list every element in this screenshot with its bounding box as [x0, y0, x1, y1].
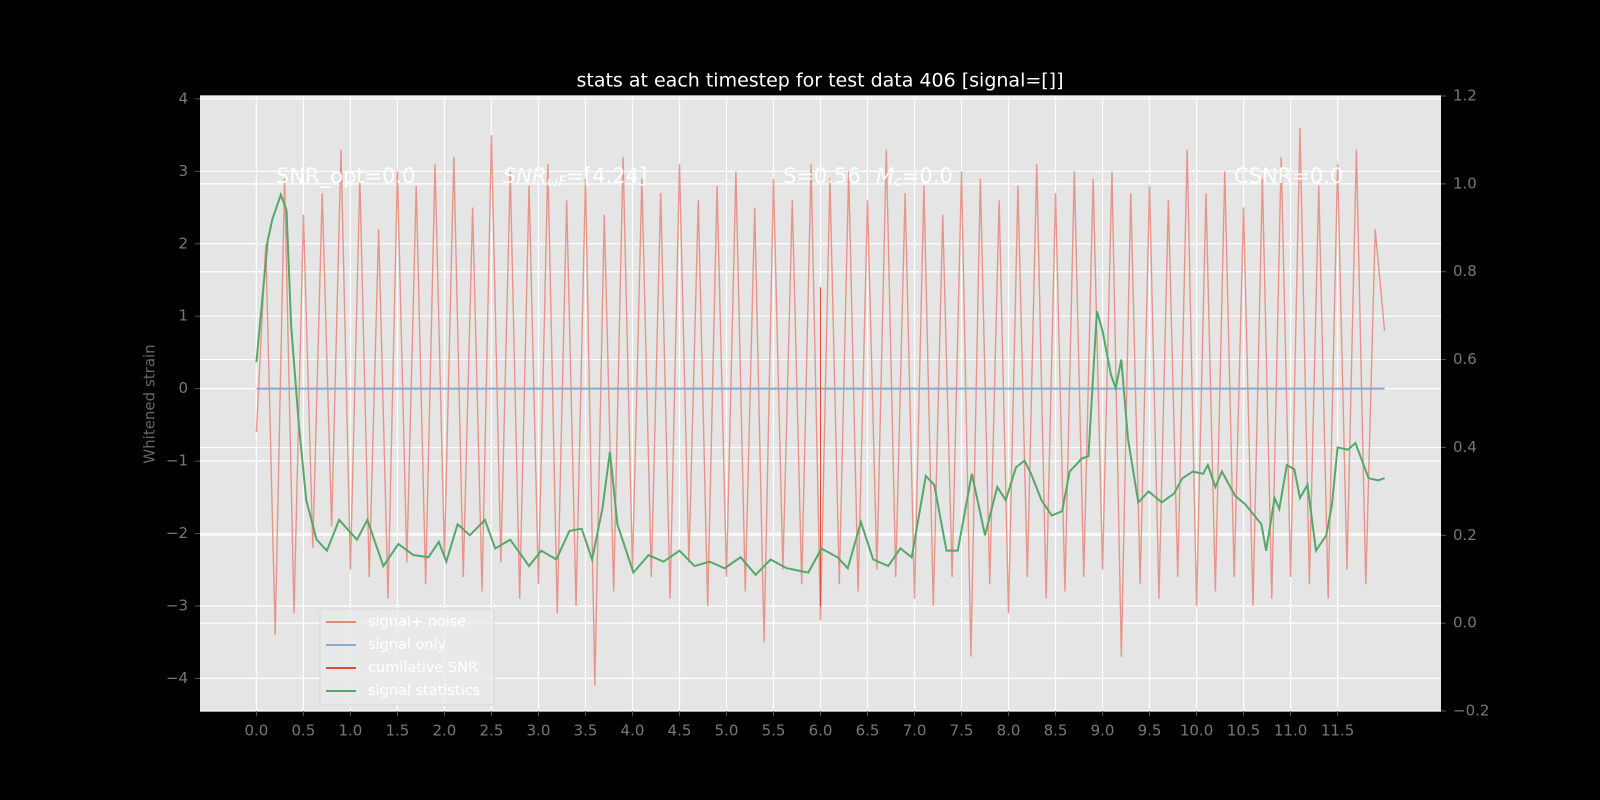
legend-label: signal only [368, 637, 447, 653]
x-tick-label: 10.5 [1227, 722, 1260, 740]
x-tick-label: 10.0 [1180, 722, 1213, 740]
legend-box [319, 608, 495, 706]
legend-label: signal+ noise [368, 614, 466, 630]
annotation: S=0.56 [783, 164, 861, 188]
x-tick-label: 3.5 [574, 722, 598, 740]
y-tick-label: 2 [178, 234, 188, 252]
annotation-base: M [876, 164, 894, 188]
y-tick-label: 0 [178, 379, 188, 397]
x-tick-label: 0.0 [244, 722, 268, 740]
y-tick-label: 3 [178, 162, 188, 180]
annotation: SNR_opt=0.0 [276, 164, 416, 189]
y-tick-label: 1 [178, 307, 188, 325]
x-tick-label: 8.0 [997, 722, 1021, 740]
annotation-rest: =0.0 [902, 164, 953, 188]
y2-tick-label: 1.0 [1453, 174, 1477, 192]
y-axis-label: Whitened strain [141, 344, 159, 463]
series-line [255, 191, 1385, 577]
annotation: Mc=0.0 [876, 164, 953, 190]
annotation-base: SNR [503, 164, 547, 188]
x-tick-label: 2.5 [480, 722, 504, 740]
x-tick-label: 11.0 [1274, 722, 1307, 740]
x-tick-label: 6.5 [856, 722, 880, 740]
x-tick-label: 9.5 [1138, 722, 1162, 740]
x-tick-label: 4.5 [668, 722, 692, 740]
y2-tick-label: 0.2 [1453, 526, 1477, 544]
y2-tick-label: 0.4 [1453, 438, 1477, 456]
y2-tick-label: 0.0 [1453, 614, 1477, 632]
x-tick-label: 5.0 [715, 722, 739, 740]
x-tick-label: 4.0 [621, 722, 645, 740]
y2-tick-label: 0.6 [1453, 350, 1477, 368]
annotation-rest: =[4.24] [566, 164, 647, 188]
legend-label: cumilative SNR [368, 660, 478, 676]
x-tick-label: 7.5 [950, 722, 974, 740]
x-tick-label: 1.0 [338, 722, 362, 740]
x-tick-label: 2.0 [433, 722, 457, 740]
x-tick-label: 5.5 [762, 722, 786, 740]
x-tick-label: 7.0 [903, 722, 927, 740]
annotation-subscript: ωF [547, 174, 568, 190]
x-tick-label: 0.5 [291, 722, 315, 740]
x-tick-label: 6.0 [809, 722, 833, 740]
y2-tick-label: 0.8 [1453, 262, 1477, 280]
y-tick-label: −3 [166, 596, 188, 614]
annotation: SNRωF=[4.24] [503, 164, 647, 190]
annotation-subscript: c [894, 174, 902, 190]
y2-tick-label: −0.2 [1453, 702, 1489, 720]
y-tick-label: −1 [166, 452, 188, 470]
x-tick-label: 1.5 [386, 722, 410, 740]
legend-label: signal statistics [368, 683, 480, 699]
y-tick-label: 4 [178, 89, 188, 107]
x-tick-label: 9.0 [1091, 722, 1115, 740]
x-tick-label: 8.5 [1044, 722, 1068, 740]
x-tick-label: 11.5 [1321, 722, 1354, 740]
y2-tick-label: 1.2 [1453, 87, 1477, 105]
x-tick-label: 3.0 [527, 722, 551, 740]
y-tick-label: −4 [166, 669, 188, 687]
annotation: CSNR=0.0 [1234, 164, 1343, 188]
chart-title: stats at each timestep for test data 406… [576, 70, 1063, 92]
y-tick-label: −2 [166, 524, 188, 542]
